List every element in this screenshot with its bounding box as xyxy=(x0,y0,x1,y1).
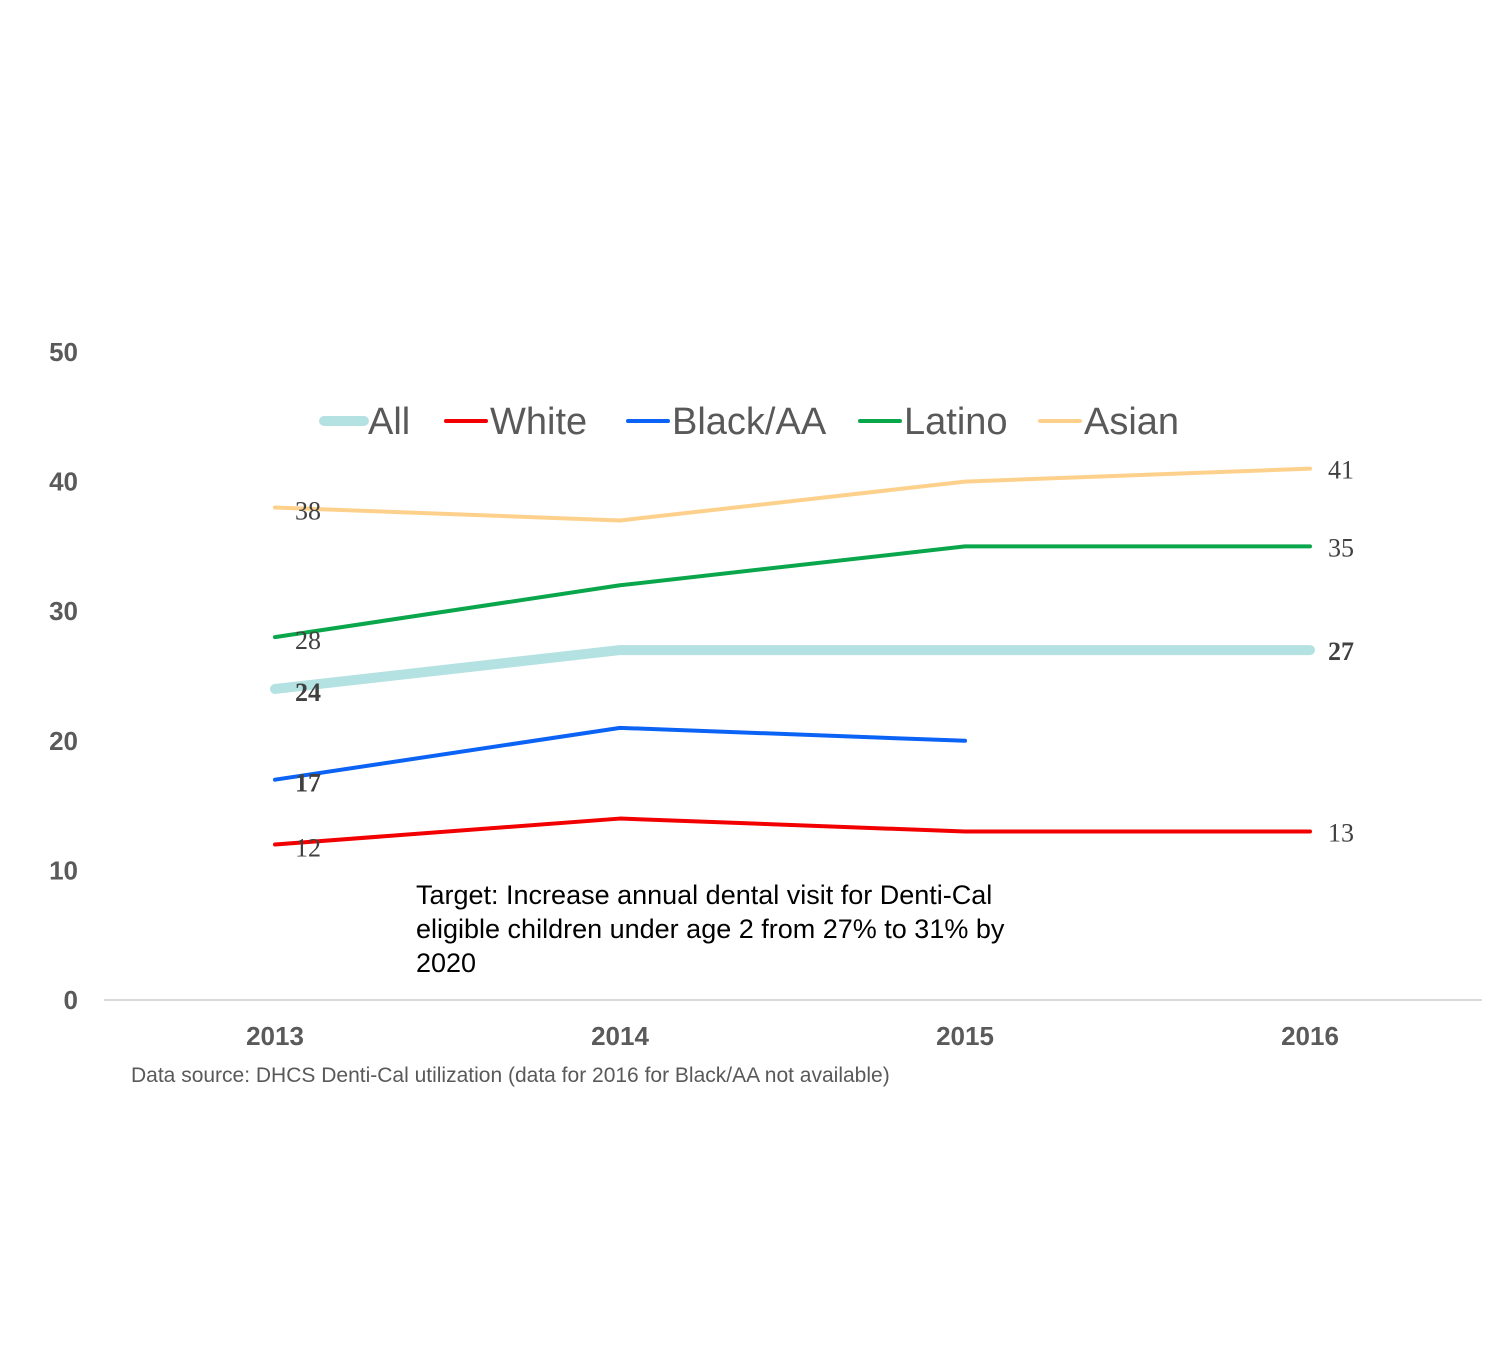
annotation-line: 2020 xyxy=(416,948,476,978)
legend-label: Latino xyxy=(904,401,1008,443)
data-source-note: Data source: DHCS Denti-Cal utilization … xyxy=(131,1064,890,1087)
series-line-asian xyxy=(273,466,1312,523)
data-label: 24 xyxy=(295,678,321,707)
legend-label: Black/AA xyxy=(672,401,827,443)
data-label: 41 xyxy=(1328,456,1354,485)
annotation-line: eligible children under age 2 from 27% t… xyxy=(416,914,1005,944)
legend-label: All xyxy=(368,401,410,443)
legend: All White Black/AA Latino Asian xyxy=(319,401,1179,443)
y-tick-label: 0 xyxy=(64,985,78,1015)
data-label: 27 xyxy=(1328,637,1354,666)
series-line-white xyxy=(273,816,1312,847)
data-label: 38 xyxy=(295,497,321,526)
x-axis-ticks: 2013 2014 2015 2016 xyxy=(246,1021,1339,1051)
series-lines xyxy=(270,466,1315,847)
y-tick-label: 50 xyxy=(49,337,78,367)
x-tick-label: 2016 xyxy=(1281,1021,1339,1051)
legend-label: White xyxy=(490,401,587,443)
series-line-all xyxy=(270,645,1315,694)
y-axis-ticks: 0 10 20 30 40 50 xyxy=(49,337,78,1015)
y-tick-label: 40 xyxy=(49,467,78,497)
data-labels: 24 27 12 13 17 28 35 38 41 xyxy=(295,456,1354,863)
series-line-latino xyxy=(273,544,1312,640)
x-tick-label: 2013 xyxy=(246,1021,304,1051)
annotation-line: Target: Increase annual dental visit for… xyxy=(416,880,992,910)
y-tick-label: 10 xyxy=(49,855,78,885)
target-annotation: Target: Increase annual dental visit for… xyxy=(416,880,1005,978)
data-label: 28 xyxy=(295,626,321,655)
y-tick-label: 30 xyxy=(49,596,78,626)
x-tick-label: 2014 xyxy=(591,1021,649,1051)
x-tick-label: 2015 xyxy=(936,1021,994,1051)
series-line-black-aa xyxy=(273,725,967,782)
legend-label: Asian xyxy=(1084,401,1179,443)
y-tick-label: 20 xyxy=(49,726,78,756)
data-label: 35 xyxy=(1328,533,1354,562)
data-label: 13 xyxy=(1328,819,1354,848)
data-label: 17 xyxy=(295,769,321,798)
data-label: 12 xyxy=(295,833,321,862)
